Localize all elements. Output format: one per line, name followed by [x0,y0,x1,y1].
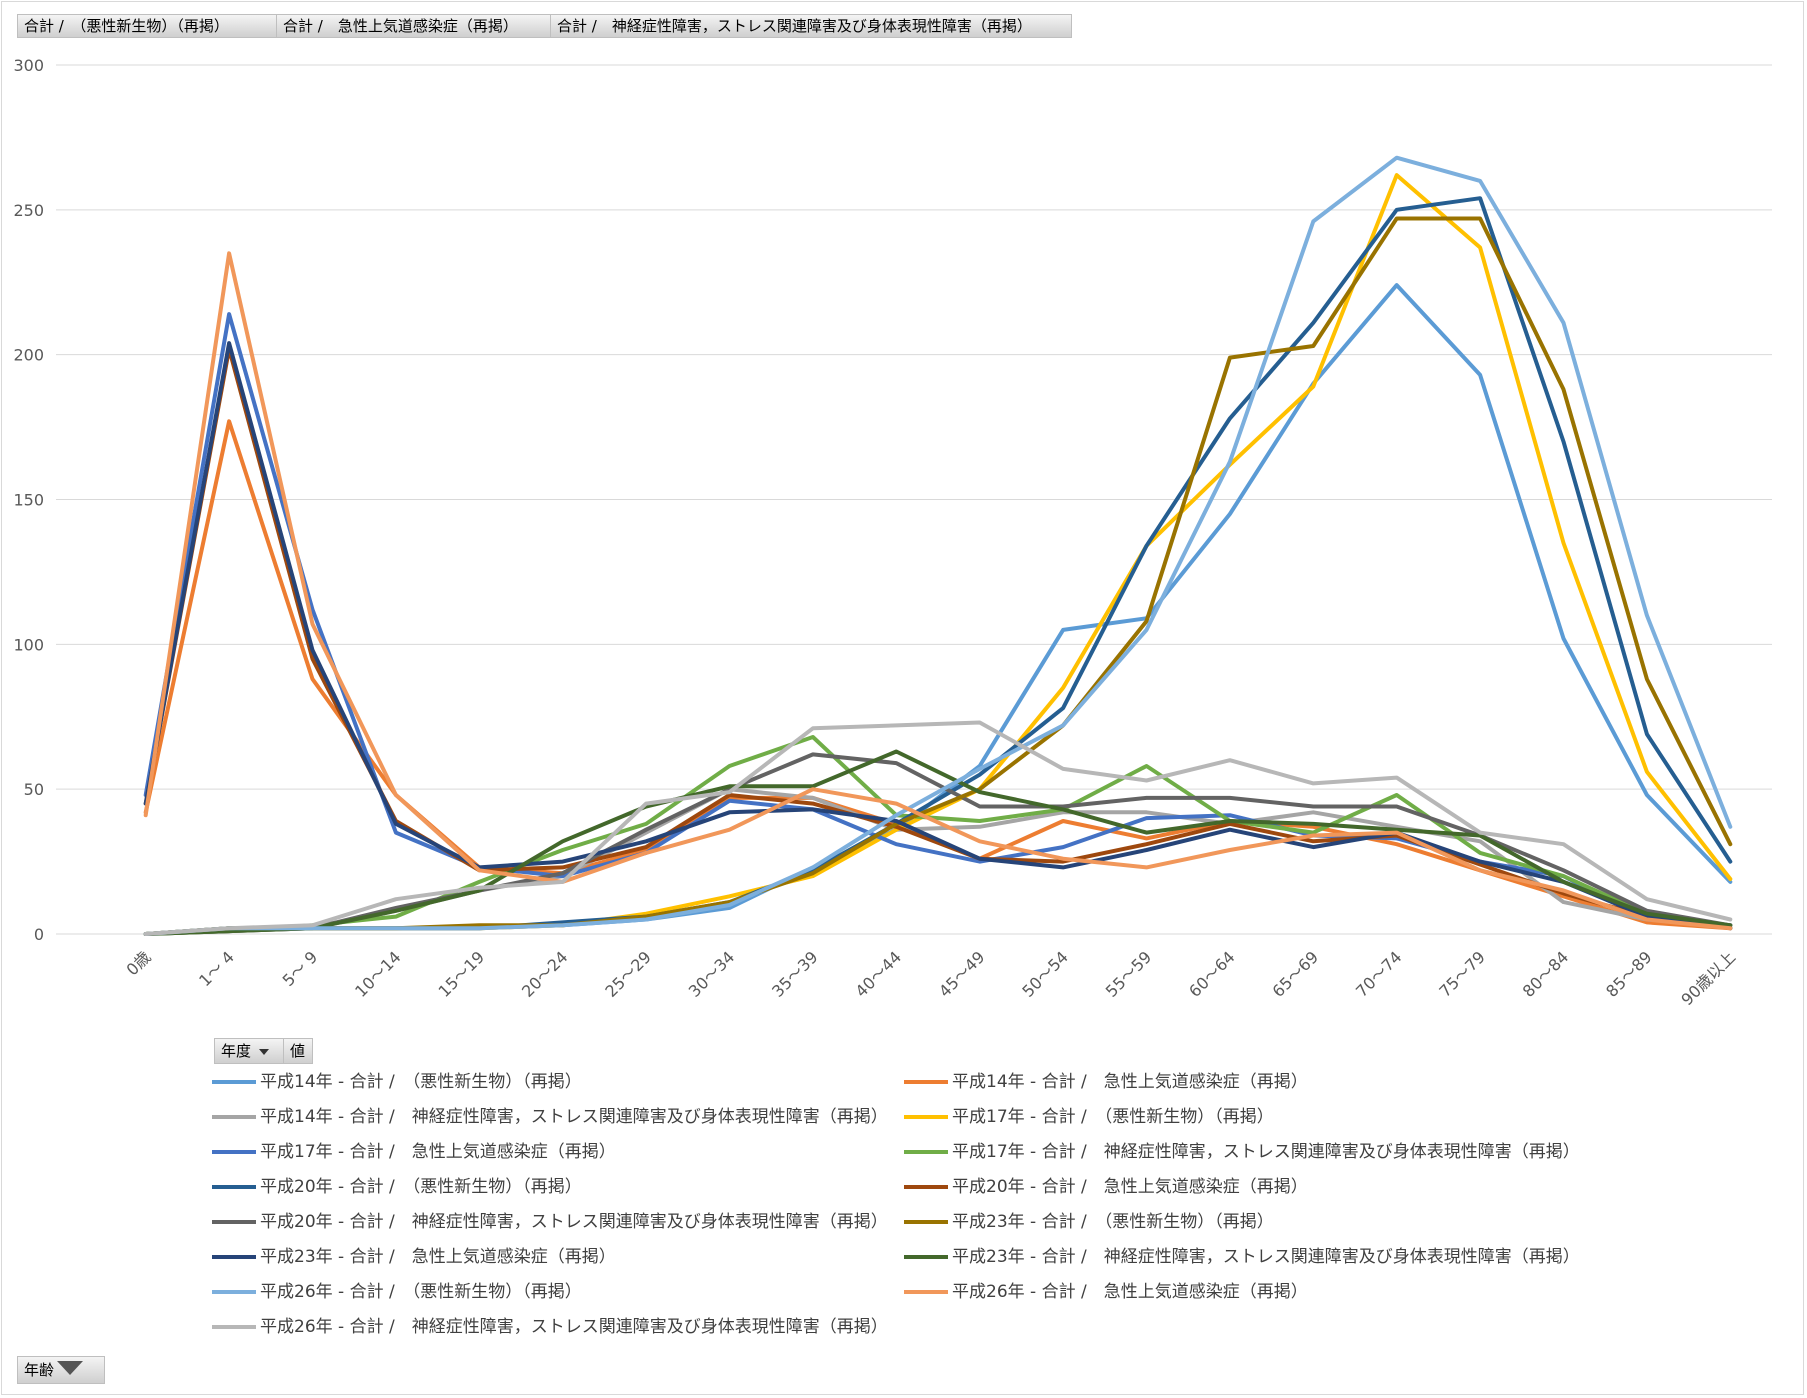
legend-item[interactable]: 平成17年 - 合計 / 神経症性障害，ストレス関連障害及び身体表現性障害（再掲… [904,1135,1580,1169]
legend-label: 平成20年 - 合計 / 急性上気道感染症（再掲） [952,1177,1308,1197]
year-field-button[interactable]: 年度 [214,1038,284,1064]
legend-swatch [212,1080,256,1084]
legend-item[interactable]: 平成14年 - 合計 / 急性上気道感染症（再掲） [904,1065,1308,1099]
legend-swatch [212,1150,256,1154]
legend-item[interactable]: 平成26年 - 合計 / 急性上気道感染症（再掲） [904,1275,1308,1309]
y-tick-label: 50 [24,780,44,799]
legend-item[interactable]: 平成26年 - 合計 / 神経症性障害，ストレス関連障害及び身体表現性障害（再掲… [212,1310,888,1344]
legend-label: 平成20年 - 合計 / （悪性新生物）（再掲） [260,1177,582,1197]
x-tick-label: 25～29 [601,947,655,1001]
legend-swatch [904,1150,948,1154]
legend-label: 平成14年 - 合計 / 急性上気道感染症（再掲） [952,1072,1308,1092]
legend-swatch [904,1255,948,1259]
x-tick-label: 75～79 [1435,947,1489,1001]
values-field-button[interactable]: 値 [283,1038,313,1064]
filter-icon [57,1361,83,1375]
series-lines [146,158,1731,934]
x-tick-label: 70～74 [1352,947,1406,1001]
y-tick-label: 150 [13,491,44,510]
x-tick-label: 20～24 [518,947,572,1001]
legend-swatch [904,1220,948,1224]
x-tick-label: 10～14 [351,947,405,1001]
x-tick-label: 65～69 [1269,947,1323,1001]
legend-label: 平成14年 - 合計 / （悪性新生物）（再掲） [260,1072,582,1092]
year-field-label: 年度 [221,1042,251,1060]
x-tick-label: 45～49 [935,947,989,1001]
x-tick-label: 55～59 [1102,947,1156,1001]
legend-label: 平成23年 - 合計 / 急性上気道感染症（再掲） [260,1247,616,1267]
x-tick-label: 60～64 [1185,947,1239,1001]
age-field-label: 年齢 [24,1361,54,1379]
x-tick-label: 85～89 [1602,947,1656,1001]
y-tick-label: 200 [13,346,44,365]
x-tick-label: 0歳 [123,947,155,979]
legend-label: 平成23年 - 合計 / 神経症性障害，ストレス関連障害及び身体表現性障害（再掲… [952,1247,1580,1267]
x-tick-label: 40～44 [852,947,906,1001]
line-chart: 0 50 100 150 200 250 300 0歳 1～ 4 5～ 9 10～14 15～19 2… [0,0,1807,1050]
legend-item[interactable]: 平成23年 - 合計 / 神経症性障害，ストレス関連障害及び身体表現性障害（再掲… [904,1240,1580,1274]
legend-label: 平成17年 - 合計 / 神経症性障害，ストレス関連障害及び身体表現性障害（再掲… [952,1142,1580,1162]
legend-item[interactable]: 平成20年 - 合計 / 神経症性障害，ストレス関連障害及び身体表現性障害（再掲… [212,1205,888,1239]
legend-item[interactable]: 平成14年 - 合計 / （悪性新生物）（再掲） [212,1065,582,1099]
legend-label: 平成20年 - 合計 / 神経症性障害，ストレス関連障害及び身体表現性障害（再掲… [260,1212,888,1232]
y-tick-label: 0 [34,925,44,944]
legend-label: 平成26年 - 合計 / 急性上気道感染症（再掲） [952,1282,1308,1302]
x-tick-label: 80～84 [1519,947,1573,1001]
series-line-4[interactable] [146,175,1731,934]
y-tick-label: 300 [13,56,44,75]
dropdown-arrow-icon [259,1049,269,1055]
legend-item[interactable]: 平成14年 - 合計 / 神経症性障害，ストレス関連障害及び身体表現性障害（再掲… [212,1100,888,1134]
x-tick-label: 90歳以上 [1677,947,1739,1009]
y-tick-label: 100 [13,635,44,654]
legend-item[interactable]: 平成17年 - 合計 / （悪性新生物）（再掲） [904,1100,1274,1134]
y-axis-ticks: 0 50 100 150 200 250 300 [13,56,44,944]
legend-swatch [904,1290,948,1294]
x-tick-label: 30～34 [685,947,739,1001]
legend-label: 平成26年 - 合計 / 神経症性障害，ストレス関連障害及び身体表現性障害（再掲… [260,1317,888,1337]
legend-item[interactable]: 平成26年 - 合計 / （悪性新生物）（再掲） [212,1275,582,1309]
legend-swatch [212,1115,256,1119]
legend-item[interactable]: 平成23年 - 合計 / （悪性新生物）（再掲） [904,1205,1274,1239]
legend-swatch [212,1185,256,1189]
legend-label: 平成23年 - 合計 / （悪性新生物）（再掲） [952,1212,1274,1232]
legend-swatch [212,1220,256,1224]
legend-item[interactable]: 平成23年 - 合計 / 急性上気道感染症（再掲） [212,1240,616,1274]
legend-swatch [212,1290,256,1294]
legend-item[interactable]: 平成20年 - 合計 / （悪性新生物）（再掲） [212,1170,582,1204]
legend-swatch [904,1185,948,1189]
legend-label: 平成26年 - 合計 / （悪性新生物）（再掲） [260,1282,582,1302]
legend-label: 平成17年 - 合計 / （悪性新生物）（再掲） [952,1107,1274,1127]
legend-swatch [904,1080,948,1084]
legend-label: 平成17年 - 合計 / 急性上気道感染症（再掲） [260,1142,616,1162]
legend-item[interactable]: 平成20年 - 合計 / 急性上気道感染症（再掲） [904,1170,1308,1204]
x-tick-label: 15～19 [435,947,489,1001]
x-tick-label: 35～39 [768,947,822,1001]
x-tick-label: 1～ 4 [195,947,238,990]
legend-label: 平成14年 - 合計 / 神経症性障害，ストレス関連障害及び身体表現性障害（再掲… [260,1107,888,1127]
values-field-label: 値 [290,1042,305,1060]
legend-swatch [904,1115,948,1119]
age-field-button[interactable]: 年齢 [17,1356,105,1384]
series-line-1[interactable] [146,285,1731,934]
legend-swatch [212,1255,256,1259]
x-tick-label: 50～54 [1018,947,1072,1001]
legend-item[interactable]: 平成17年 - 合計 / 急性上気道感染症（再掲） [212,1135,616,1169]
legend-swatch [212,1325,256,1329]
y-tick-label: 250 [13,201,44,220]
x-tick-label: 5～ 9 [279,947,322,990]
x-axis-ticks: 0歳 1～ 4 5～ 9 10～14 15～19 20～24 25～29 30～34 35～39… [123,947,1740,1009]
